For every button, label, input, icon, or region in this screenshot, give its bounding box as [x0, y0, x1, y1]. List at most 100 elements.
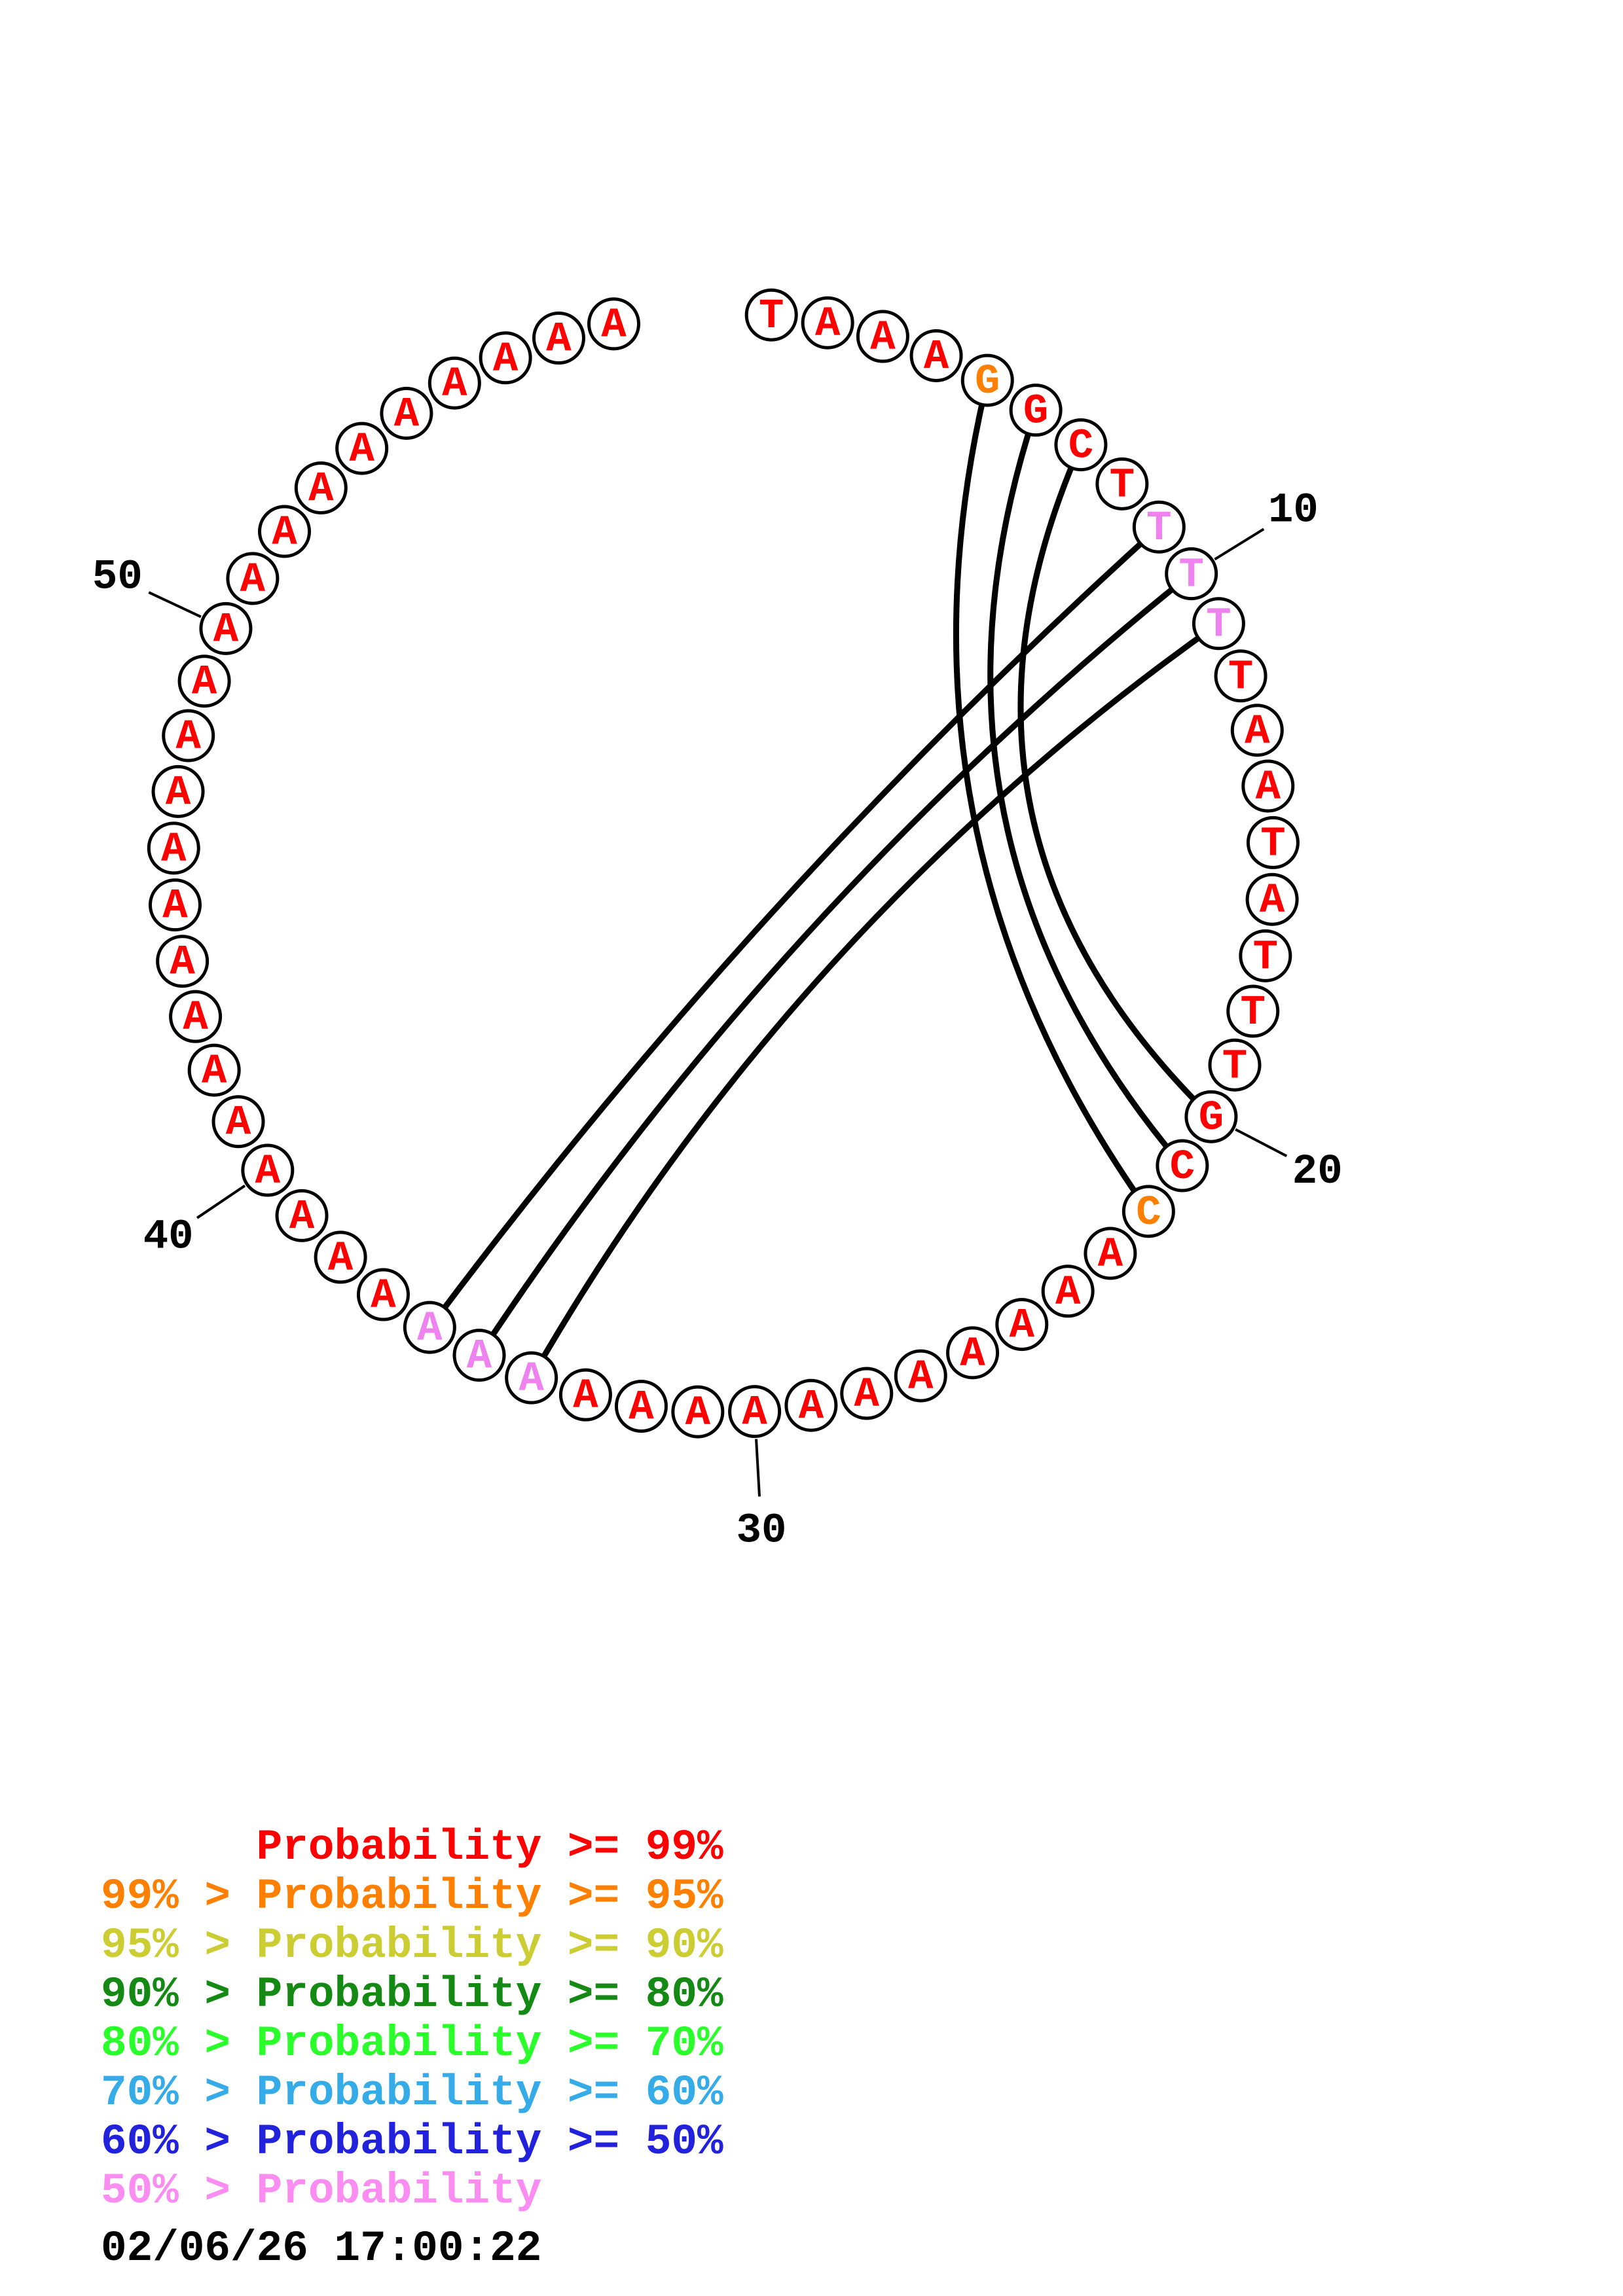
- nucleotide-letter: A: [240, 557, 266, 604]
- nucleotide-circle: [177, 655, 231, 708]
- nucleotide-circle: [187, 1043, 241, 1097]
- nucleotide-circle: [1156, 1139, 1209, 1193]
- position-label: 10: [1268, 487, 1319, 534]
- nucleotide-letter: T: [1146, 505, 1171, 552]
- nucleotide-circle: [558, 1368, 612, 1422]
- nucleotide-letter: A: [162, 884, 188, 931]
- nucleotide-letter: A: [870, 315, 896, 362]
- nucleotide-letter: T: [759, 293, 784, 340]
- nucleotide-circle: [1009, 384, 1063, 437]
- nucleotide-circle: [671, 1385, 725, 1439]
- nucleotide-letter: C: [1136, 1190, 1161, 1237]
- nucleotide-circle: [801, 296, 854, 350]
- nucleotide-circle: [1214, 649, 1267, 703]
- nucleotide-letter: A: [815, 301, 841, 348]
- nucleotide-letter: A: [1260, 878, 1285, 925]
- nucleotide-letter: A: [960, 1331, 985, 1378]
- nucleotide-letter: A: [394, 392, 420, 439]
- nucleotide-letter: T: [1110, 462, 1135, 509]
- nucleotide-circle: [380, 387, 433, 440]
- nucleotide-circle: [995, 1298, 1049, 1352]
- nucleotide-letter: A: [629, 1385, 654, 1432]
- nucleotide-letter: A: [467, 1334, 492, 1381]
- nucleotide-circle: [1122, 1185, 1175, 1238]
- nucleotide-circle: [1165, 547, 1218, 601]
- nucleotide-circle: [728, 1385, 782, 1439]
- nucleotide-circle: [199, 601, 253, 655]
- nucleotide-circle: [275, 1189, 329, 1242]
- nucleotide-circle: [909, 329, 963, 382]
- nucleotide-circle: [479, 331, 532, 385]
- pair-arc: [953, 377, 1152, 1215]
- position-label: 40: [143, 1213, 194, 1261]
- nucleotide-letter: A: [493, 336, 519, 384]
- nucleotide-circle: [960, 353, 1014, 407]
- nucleotide-circle: [428, 356, 481, 410]
- nucleotide-letter: A: [442, 361, 467, 408]
- nucleotide-circle: [151, 764, 205, 818]
- nucleotide-circle: [314, 1230, 367, 1284]
- nucleotide-circle: [1208, 1038, 1262, 1092]
- position-label: 30: [737, 1507, 787, 1554]
- nucleotide-circle: [147, 821, 200, 875]
- nucleotide-letter: T: [1228, 655, 1253, 702]
- nucleotide-letter: C: [1068, 423, 1093, 471]
- nucleotide-letter: A: [1098, 1232, 1123, 1279]
- pair-arc: [987, 407, 1186, 1169]
- nucleotide-circle: [1054, 418, 1108, 472]
- nucleotide-circle: [1239, 929, 1292, 982]
- nucleotide-circle: [1241, 759, 1295, 813]
- nucleotide-letter: A: [183, 995, 208, 1042]
- nucleotide-circle: [169, 990, 223, 1043]
- nucleotide-letter: A: [255, 1149, 281, 1196]
- nucleotide-circle: [1245, 872, 1299, 926]
- nucleotide-circle: [148, 878, 202, 932]
- pair-arc: [426, 524, 1162, 1331]
- nucleotide-letter: T: [1253, 934, 1278, 981]
- nucleotide-letter: A: [908, 1354, 934, 1401]
- nucleotide-letter: G: [1023, 389, 1048, 436]
- nucleotide-circle: [587, 297, 641, 351]
- nucleotide-letter: A: [226, 1100, 251, 1147]
- nucleotide-circle: [1095, 457, 1149, 511]
- nucleotide-circle: [1192, 597, 1245, 651]
- nucleotide-circle: [1132, 500, 1186, 554]
- nucleotide-letter: A: [308, 466, 334, 513]
- nucleotide-letter: A: [328, 1236, 354, 1283]
- nucleotide-circle: [258, 505, 312, 558]
- nucleotide-letter: A: [213, 607, 239, 654]
- nucleotide-circle: [1184, 1090, 1238, 1143]
- nucleotide-letter: A: [272, 510, 297, 557]
- position-pointer-line: [1214, 528, 1265, 561]
- nucleotide-letter: A: [685, 1390, 711, 1437]
- position-label: 20: [1292, 1149, 1343, 1196]
- nucleotide-circle: [784, 1378, 838, 1432]
- position-pointer-line: [196, 1184, 246, 1219]
- nucleotide-circle: [894, 1349, 947, 1403]
- pair-arc: [1017, 442, 1214, 1120]
- nucleotide-letter: T: [1206, 602, 1231, 649]
- nucleotide-circle: [356, 1268, 410, 1321]
- nucleotide-circle: [1246, 816, 1300, 869]
- nucleotide-circle: [856, 310, 909, 363]
- nucleotide-letter: A: [519, 1356, 544, 1403]
- nucleotide-circle: [294, 461, 348, 514]
- nucleotide-circle: [211, 1095, 265, 1149]
- nucleotide-letter: G: [975, 359, 1000, 406]
- nucleotide-circle: [1084, 1227, 1137, 1280]
- nucleotide-circle: [1230, 704, 1284, 757]
- pair-arc: [476, 571, 1195, 1359]
- nucleotide-letter: A: [192, 660, 217, 707]
- nucleotide-circle: [162, 709, 215, 762]
- nucleotide-circle: [532, 312, 585, 365]
- nucleotide-letter: T: [1222, 1043, 1247, 1090]
- nucleotide-letter: A: [799, 1384, 824, 1431]
- nucleotide-letter: A: [924, 334, 949, 381]
- nucleotide-letter: A: [417, 1306, 443, 1353]
- nucleotide-circle: [946, 1326, 1000, 1380]
- nucleotide-letter: A: [371, 1273, 396, 1320]
- nucleotide-letter: A: [1010, 1303, 1035, 1350]
- nucleotide-circle: [156, 935, 210, 988]
- nucleotide-circle: [840, 1367, 894, 1420]
